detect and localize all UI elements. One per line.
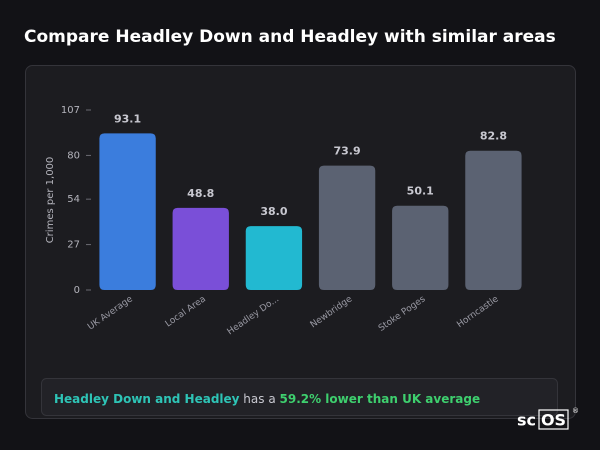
logo-text: sc: [517, 411, 536, 430]
logo-box: [538, 409, 569, 430]
y-axis-title: Crimes per 1,000: [45, 157, 56, 244]
note-box: [41, 378, 558, 416]
value-label: 82.8: [480, 130, 507, 143]
bar: [172, 207, 229, 290]
chart-title: Compare Headley Down and Headley with si…: [24, 27, 556, 47]
logo-boxed-text: OS: [541, 411, 566, 430]
bar: [99, 133, 156, 290]
value-label: 38.0: [260, 205, 287, 218]
bar: [245, 226, 303, 290]
bar: [392, 205, 449, 290]
y-tick-label: 0: [74, 285, 80, 296]
logo-mark: ®: [572, 407, 579, 415]
note-comparison: 59.2% lower than UK average: [280, 392, 481, 406]
y-tick-label: 27: [67, 240, 80, 251]
bar: [318, 165, 376, 290]
note-text: has a: [239, 392, 279, 406]
value-label: 48.8: [187, 187, 214, 200]
bar: [465, 150, 522, 290]
value-label: 73.9: [334, 145, 361, 158]
note: Headley Down and Headley has a 59.2% low…: [54, 392, 480, 406]
y-tick-label: 107: [61, 105, 80, 116]
y-tick-label: 54: [67, 194, 80, 205]
logo: sc OS ®: [517, 407, 579, 430]
value-label: 50.1: [407, 185, 434, 198]
note-area: Headley Down and Headley: [54, 392, 240, 406]
y-tick-label: 80: [67, 150, 80, 161]
value-label: 93.1: [114, 112, 141, 125]
